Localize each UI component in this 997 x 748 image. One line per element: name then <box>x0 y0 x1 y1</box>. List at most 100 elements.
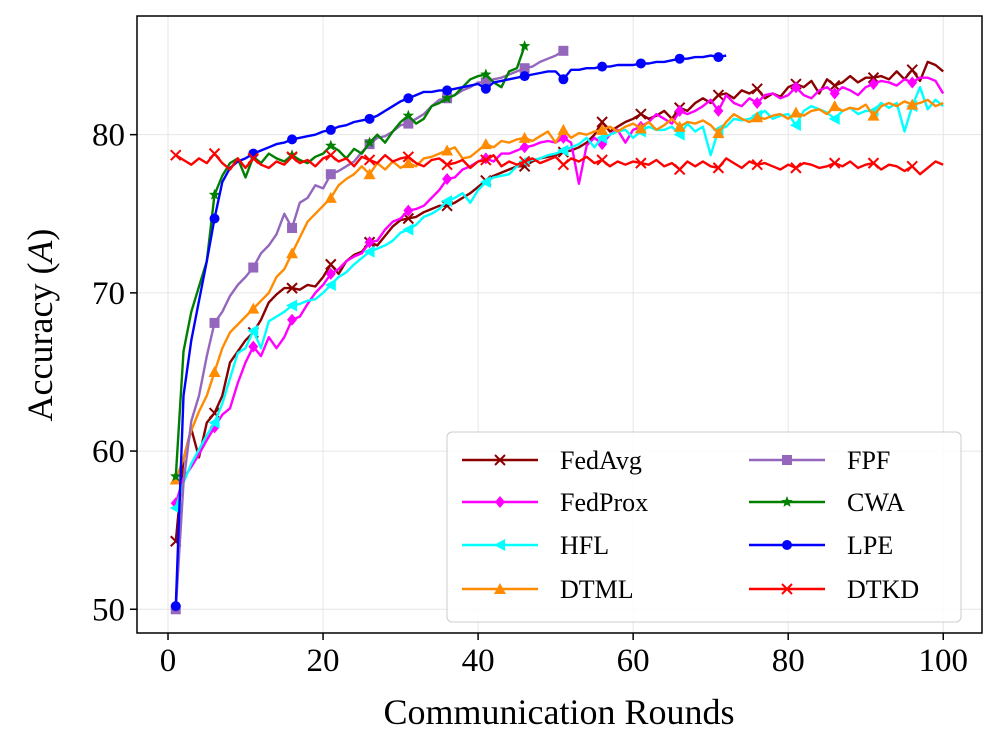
data-point <box>363 136 376 148</box>
data-point <box>364 113 375 124</box>
data-point <box>286 299 298 312</box>
data-point <box>634 122 647 134</box>
legend-label: FPF <box>847 446 890 475</box>
y-tick-label: 80 <box>92 118 125 154</box>
data-point <box>402 223 414 236</box>
data-point <box>209 317 220 328</box>
data-point <box>673 163 686 176</box>
data-point <box>828 100 841 112</box>
series-line-dtml <box>174 98 944 480</box>
data-point <box>479 138 492 150</box>
legend-swatch-marker <box>782 455 792 465</box>
data-point <box>442 85 453 96</box>
legend-item-cwa: CWA <box>749 488 905 517</box>
x-tick-label: 80 <box>772 643 805 679</box>
data-point <box>247 152 259 165</box>
data-point <box>170 601 181 612</box>
data-point <box>906 64 918 76</box>
data-point <box>363 245 375 258</box>
data-point <box>287 134 298 145</box>
data-point <box>828 79 841 92</box>
data-point <box>208 365 221 377</box>
data-point <box>325 139 337 151</box>
data-point <box>286 149 298 161</box>
series-dtkd <box>170 147 944 176</box>
data-point <box>519 141 530 154</box>
data-point <box>480 77 491 88</box>
data-point <box>248 340 259 353</box>
legend-item-dtkd: DTKD <box>749 575 919 604</box>
data-point <box>557 144 569 157</box>
data-point <box>596 123 609 135</box>
series-lpe <box>170 52 727 612</box>
data-point <box>441 144 454 156</box>
y-tick-label: 70 <box>92 276 125 312</box>
data-point <box>325 267 336 280</box>
data-point <box>635 58 646 69</box>
data-point <box>674 53 685 64</box>
data-point <box>597 61 608 72</box>
legend-swatch-marker <box>494 454 506 466</box>
data-point <box>287 313 298 326</box>
data-point <box>208 416 220 429</box>
data-point <box>557 123 570 135</box>
data-point <box>286 282 298 294</box>
data-point <box>325 149 337 161</box>
legend-label: HFL <box>560 531 609 560</box>
data-point <box>751 111 764 123</box>
data-point <box>557 159 570 171</box>
data-point <box>518 155 531 168</box>
data-point <box>286 247 299 259</box>
legend-item-fedprox: FedProx <box>462 488 648 517</box>
data-point <box>325 258 337 271</box>
data-point <box>867 157 880 169</box>
legend-label: DTKD <box>847 575 919 604</box>
data-point <box>790 81 801 94</box>
x-tick-label: 40 <box>462 643 495 679</box>
legend-swatch-marker <box>781 583 793 595</box>
data-point <box>674 104 685 117</box>
data-point <box>790 162 802 174</box>
legend-item-fpf: FPF <box>749 446 890 475</box>
x-tick-label: 20 <box>307 643 340 679</box>
data-point <box>712 127 725 139</box>
data-point <box>596 116 608 128</box>
data-point <box>208 147 221 160</box>
series-fedprox <box>170 76 945 510</box>
data-point <box>402 157 415 169</box>
data-point <box>403 204 414 217</box>
data-point <box>287 222 298 233</box>
legend-swatch-marker <box>494 539 505 551</box>
legend-swatch-marker <box>495 496 505 508</box>
data-point <box>247 324 259 337</box>
data-point <box>867 71 880 84</box>
axis-ticks: 0 20 40 60 80 100 50 60 70 80 <box>92 118 968 679</box>
legend-item-hfl: HFL <box>462 531 609 560</box>
data-point <box>558 74 569 85</box>
data-point <box>247 302 260 314</box>
data-point <box>403 118 414 129</box>
data-point <box>248 262 259 273</box>
data-point <box>325 169 336 180</box>
series-cwa <box>170 40 531 482</box>
legend-label: DTML <box>560 575 634 604</box>
data-point <box>789 106 802 118</box>
data-point <box>402 109 414 121</box>
data-point <box>324 191 337 203</box>
plot-frame <box>136 15 983 634</box>
data-point <box>519 71 530 82</box>
data-point <box>363 154 376 166</box>
legend-box <box>446 431 962 623</box>
legend-item-fedavg: FedAvg <box>462 446 642 475</box>
data-point <box>868 78 879 91</box>
data-point <box>479 176 491 189</box>
data-point <box>325 124 336 135</box>
data-point <box>519 63 530 74</box>
data-point <box>363 168 376 180</box>
legend-label: FedAvg <box>560 446 642 475</box>
x-tick-label: 100 <box>918 643 968 679</box>
data-point <box>169 502 181 515</box>
data-point <box>751 159 763 171</box>
data-point <box>867 109 880 121</box>
legend-item-lpe: LPE <box>749 531 893 560</box>
